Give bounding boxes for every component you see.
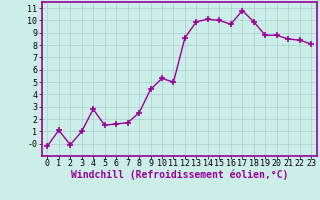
X-axis label: Windchill (Refroidissement éolien,°C): Windchill (Refroidissement éolien,°C): [70, 169, 288, 180]
